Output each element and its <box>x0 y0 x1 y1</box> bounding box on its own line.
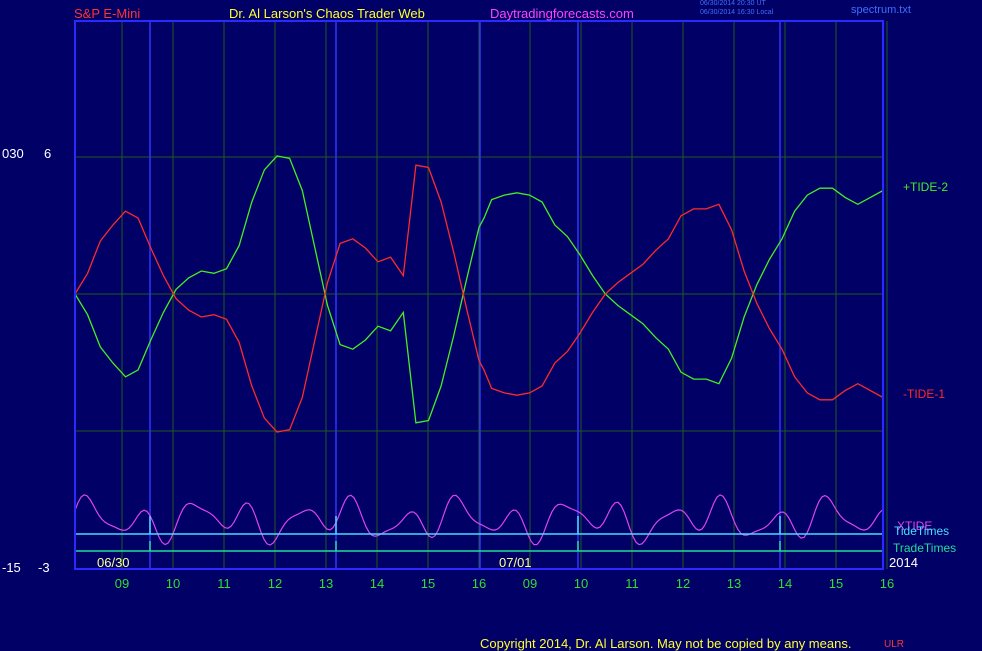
x-tick-label: 10 <box>165 576 181 591</box>
series-line-tide-plus <box>74 155 884 424</box>
copyright-text: Copyright 2014, Dr. Al Larson. May not b… <box>480 636 852 651</box>
site-link[interactable]: Daytradingforecasts.com <box>490 6 634 21</box>
x-tick-label: 11 <box>625 576 639 591</box>
left-axis-upper-outer: 030 <box>2 146 24 161</box>
x-tick-label: 14 <box>777 576 793 591</box>
left-axis-lower-inner: -3 <box>38 560 50 575</box>
timestamp-ut: 06/30/2014 20:30 UT <box>700 0 766 7</box>
chart-title: Dr. Al Larson's Chaos Trader Web <box>229 6 425 21</box>
xtide-line <box>74 494 883 546</box>
x-tick-label: 15 <box>420 576 436 591</box>
chart-frame <box>74 20 884 570</box>
label-tide2: +TIDE-2 <box>903 180 949 194</box>
label-tide1: -TIDE-1 <box>903 387 945 401</box>
x-tick-label: 13 <box>726 576 742 591</box>
x-tick-label: 12 <box>267 576 283 591</box>
x-tick-label: 10 <box>573 576 589 591</box>
x-tick-label: 12 <box>675 576 691 591</box>
x-tick-label: 13 <box>318 576 334 591</box>
x-tick-label: 14 <box>369 576 385 591</box>
date-label-1: 06/30 <box>97 555 130 570</box>
timestamp-local: 06/30/2014 16:30 Local <box>700 9 774 16</box>
footer-mark: ULR <box>884 639 905 650</box>
label-tidetimes: TideTimes <box>894 524 950 538</box>
year-label: 2014 <box>889 555 918 570</box>
left-axis-upper-inner: 6 <box>44 146 52 161</box>
lower-panel <box>74 494 883 552</box>
session-lines <box>149 21 781 569</box>
label-tradetimes: TradeTimes <box>893 541 957 555</box>
x-tick-label: 09 <box>114 576 130 591</box>
series-lines <box>74 155 884 433</box>
date-label-2: 07/01 <box>499 555 532 570</box>
x-tick-label: 16 <box>471 576 487 591</box>
file-name: spectrum.txt <box>851 4 911 16</box>
left-axis-lower-outer: -15 <box>2 560 21 575</box>
x-tick-label: 15 <box>828 576 844 591</box>
grid-lines <box>75 21 888 569</box>
series-line-tide-minus <box>74 164 884 433</box>
x-tick-label: 09 <box>522 576 538 591</box>
x-tick-label: 16 <box>879 576 895 591</box>
symbol-title: S&P E-Mini <box>74 6 141 21</box>
label-xtide: XTIDE <box>897 519 933 533</box>
x-tick-label: 11 <box>217 576 231 591</box>
